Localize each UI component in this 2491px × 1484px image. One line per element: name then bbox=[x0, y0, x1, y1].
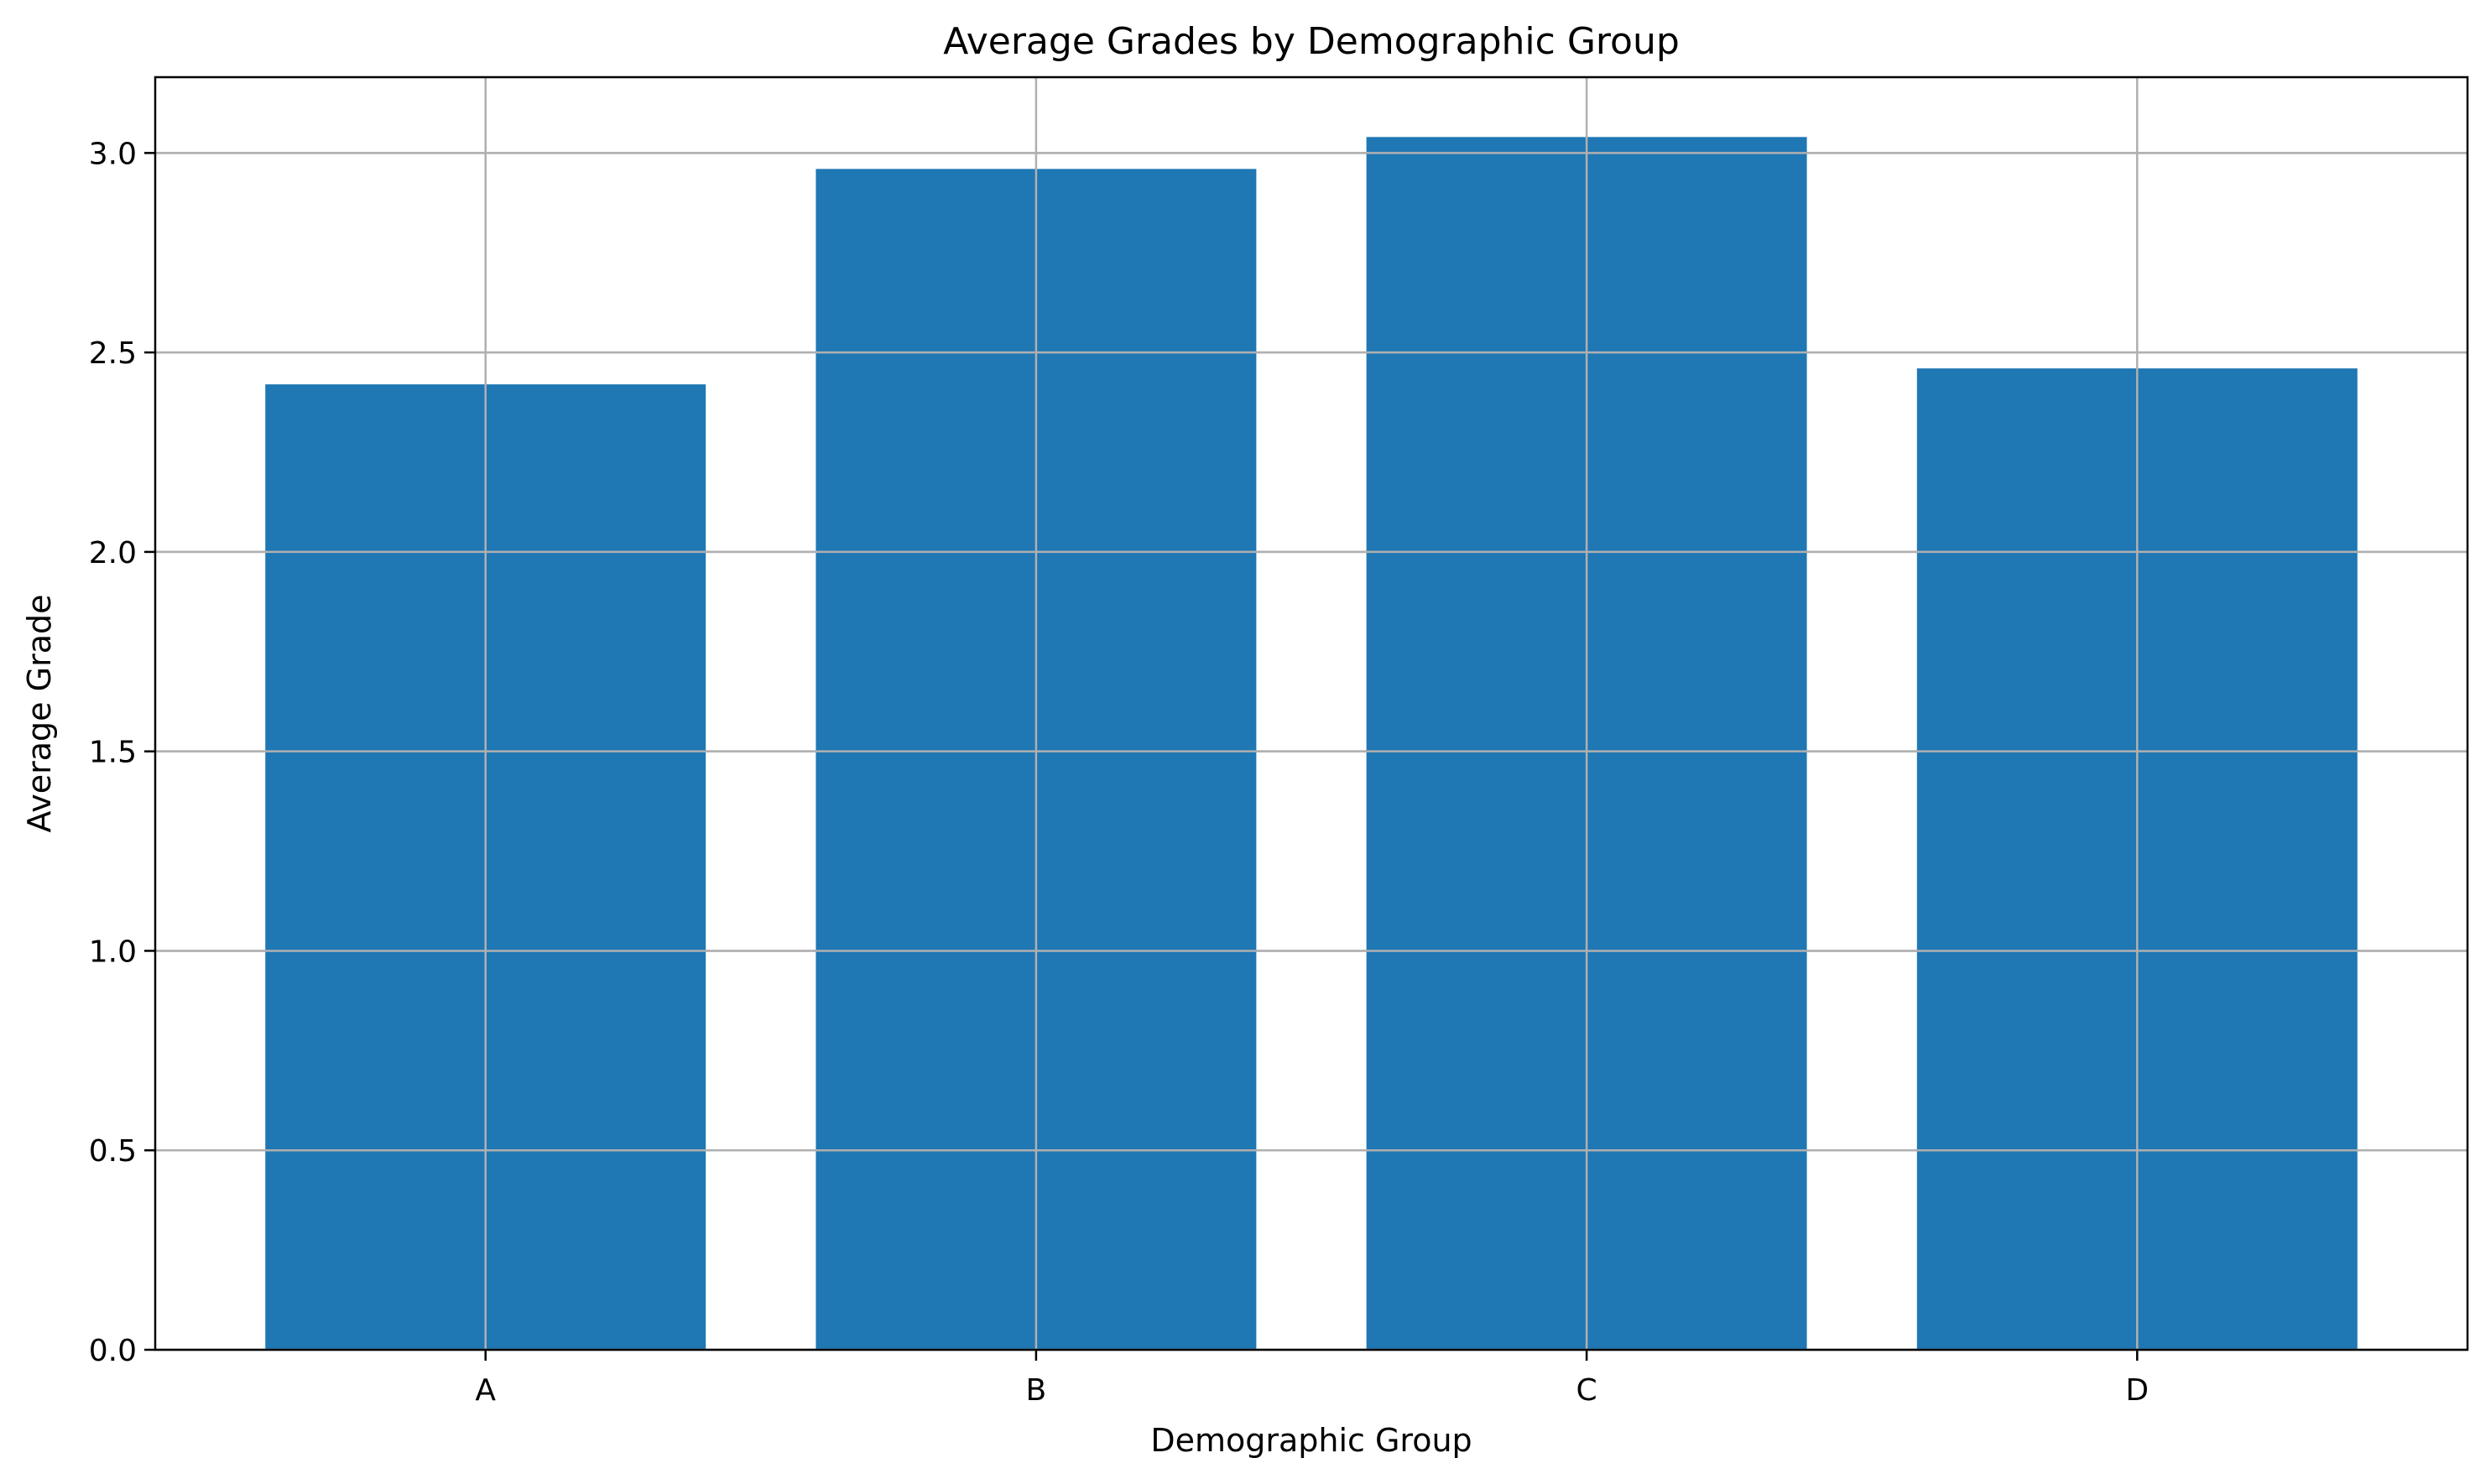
x-tick-label-d: D bbox=[2125, 1373, 2149, 1408]
y-tick-label: 0.0 bbox=[89, 1334, 137, 1368]
x-axis-label: Demographic Group bbox=[1150, 1422, 1472, 1459]
y-tick-label: 2.5 bbox=[89, 336, 137, 371]
y-tick-label: 2.0 bbox=[89, 536, 137, 570]
y-tick-label: 1.5 bbox=[89, 736, 137, 770]
x-tick-label-b: B bbox=[1026, 1373, 1047, 1408]
x-tick-label-a: A bbox=[475, 1373, 496, 1408]
x-tick-label-c: C bbox=[1576, 1373, 1597, 1408]
axes-frame bbox=[154, 76, 2469, 1351]
y-axis-label: Average Grade bbox=[21, 595, 58, 833]
y-tick-label: 0.5 bbox=[89, 1134, 137, 1169]
y-tick-label: 1.0 bbox=[89, 935, 137, 969]
y-tick-label: 3.0 bbox=[89, 137, 137, 171]
chart-title: Average Grades by Demographic Group bbox=[943, 20, 1680, 63]
